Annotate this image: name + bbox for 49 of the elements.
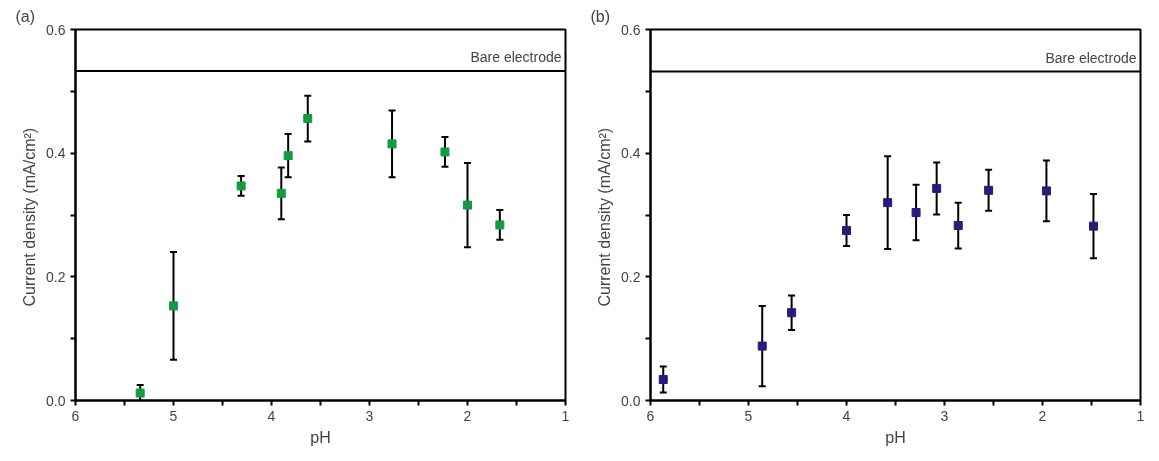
x-tick-label: 4: [267, 407, 276, 424]
x-tick-label: 3: [940, 407, 949, 424]
point: [495, 220, 505, 230]
x-tick-label: 2: [1038, 407, 1047, 424]
y-tick-label: 0.0: [621, 392, 641, 409]
point: [303, 114, 313, 124]
point: [276, 188, 286, 198]
y-tick-label: 0.6: [46, 21, 66, 38]
point: [842, 225, 851, 235]
x-tick-label: 5: [744, 407, 753, 424]
point: [387, 139, 397, 149]
point: [440, 147, 450, 157]
y-tick-label: 0.2: [46, 268, 66, 285]
x-tick-label: 6: [646, 407, 655, 424]
point: [953, 221, 963, 231]
point: [463, 200, 472, 210]
chart-title: (b): [590, 7, 611, 25]
x-axis-title: pH: [310, 428, 331, 446]
y-tick-label: 0.4: [46, 145, 66, 162]
x-tick-label: 1: [561, 407, 570, 424]
x-tick-label: 4: [842, 407, 851, 424]
x-tick-label: 3: [365, 407, 374, 424]
point: [984, 185, 994, 195]
point: [236, 181, 246, 191]
x-tick-label: 6: [71, 407, 80, 424]
y-axis-title: Current density (mA/cm²): [596, 127, 614, 307]
point: [911, 208, 921, 218]
point: [658, 374, 668, 384]
y-tick-label: 0.6: [621, 21, 641, 38]
ref-line-label: Bare electrode: [1045, 49, 1137, 66]
point: [1088, 221, 1098, 231]
point: [135, 388, 145, 398]
point: [883, 198, 893, 208]
point: [787, 308, 797, 318]
point: [283, 151, 293, 161]
x-tick-label: 1: [1136, 407, 1145, 424]
chart-title: (a): [15, 7, 36, 25]
y-tick-label: 0.0: [46, 392, 66, 409]
y-tick-label: 0.4: [621, 145, 641, 162]
y-tick-label: 0.2: [621, 268, 641, 285]
x-tick-label: 5: [169, 407, 178, 424]
point: [932, 183, 942, 193]
point: [169, 301, 178, 311]
ref-line-label: Bare electrode: [470, 48, 562, 65]
point: [1041, 186, 1051, 196]
x-axis-title: pH: [885, 428, 906, 446]
x-tick-label: 2: [463, 407, 472, 424]
y-axis-title: Current density (mA/cm²): [21, 127, 39, 307]
point: [757, 341, 767, 351]
